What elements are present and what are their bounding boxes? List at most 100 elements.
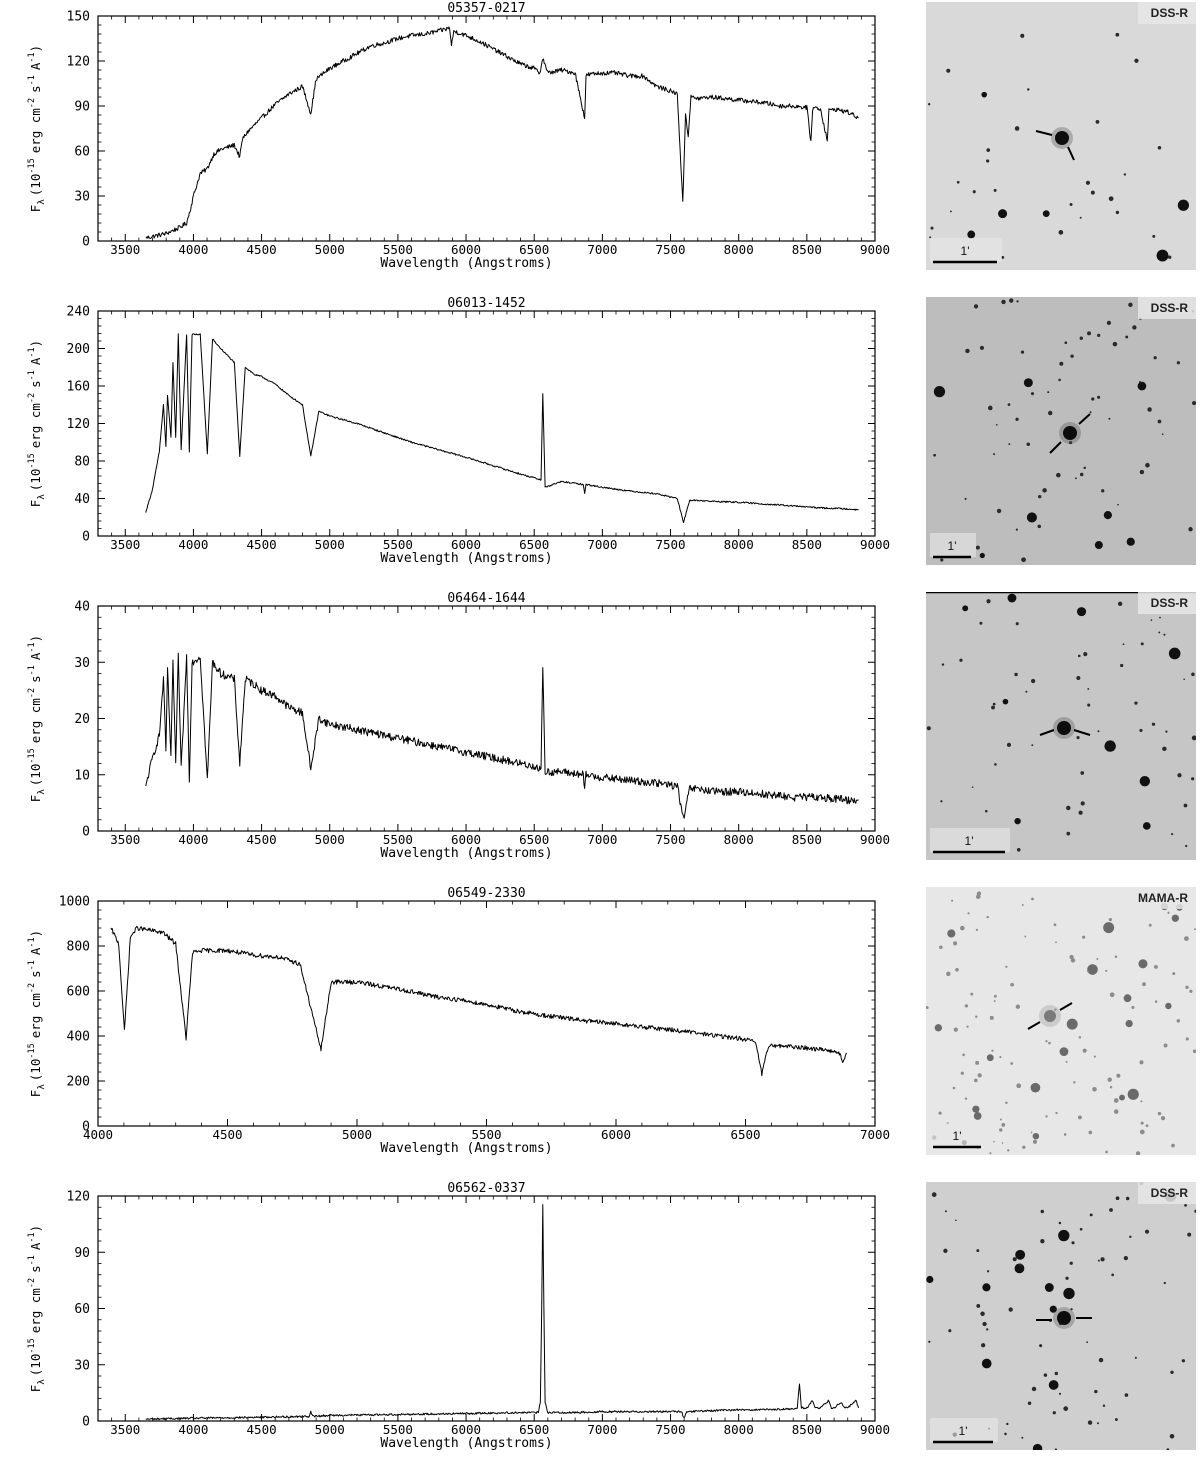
star bbox=[1043, 1373, 1048, 1377]
star bbox=[986, 599, 991, 604]
star bbox=[1188, 527, 1193, 532]
x-tick-label: 9000 bbox=[860, 537, 890, 552]
star bbox=[999, 1118, 1002, 1121]
star bbox=[1058, 378, 1061, 382]
y-label-part-A: A bbox=[28, 947, 43, 955]
y-label-part-f: F bbox=[28, 1385, 43, 1393]
star bbox=[982, 1321, 987, 1327]
y-label-part-open: (10 bbox=[28, 174, 43, 197]
scale-bar-label: 1' bbox=[959, 1424, 968, 1438]
star bbox=[1044, 1283, 1054, 1292]
x-tick-label: 4500 bbox=[247, 832, 277, 847]
star bbox=[993, 453, 996, 456]
x-tick-label: 5000 bbox=[315, 537, 345, 552]
star bbox=[1086, 1341, 1089, 1344]
star bbox=[1032, 1132, 1040, 1140]
y-tick-label: 200 bbox=[67, 1075, 90, 1090]
star bbox=[1070, 1308, 1073, 1311]
star bbox=[1147, 407, 1152, 412]
spectrum-line bbox=[145, 652, 859, 819]
star bbox=[1107, 1077, 1112, 1082]
target-marker-tick bbox=[1027, 1021, 1041, 1030]
star bbox=[1007, 593, 1017, 603]
target-star bbox=[1055, 131, 1069, 145]
star bbox=[1037, 524, 1042, 529]
star bbox=[1162, 746, 1167, 752]
star bbox=[1192, 1049, 1196, 1054]
survey-label: DSS-R bbox=[1151, 301, 1189, 315]
star bbox=[1042, 488, 1047, 493]
star bbox=[955, 967, 959, 972]
star bbox=[1016, 300, 1019, 303]
star bbox=[1068, 440, 1073, 445]
star bbox=[1087, 703, 1091, 707]
star bbox=[1020, 350, 1025, 354]
star bbox=[979, 345, 984, 350]
star bbox=[1031, 897, 1034, 901]
x-axis-label: Wavelength (Angstroms) bbox=[380, 1436, 552, 1451]
star bbox=[1115, 1196, 1120, 1201]
star bbox=[1153, 356, 1157, 360]
chart-title: 06562-0337 bbox=[447, 1181, 525, 1196]
y-tick-label: 30 bbox=[74, 190, 90, 205]
x-tick-label: 6500 bbox=[519, 242, 549, 257]
survey-label-box bbox=[1138, 297, 1196, 319]
star bbox=[1152, 234, 1156, 238]
star bbox=[949, 210, 952, 213]
star bbox=[980, 1311, 985, 1317]
star bbox=[940, 558, 944, 562]
star bbox=[1040, 1239, 1045, 1244]
star bbox=[964, 1004, 969, 1008]
y-label-part-e2: -2 bbox=[27, 98, 37, 108]
star bbox=[1183, 803, 1188, 808]
star bbox=[1090, 190, 1095, 195]
x-tick-label: 8500 bbox=[792, 1422, 822, 1437]
star bbox=[1032, 1139, 1037, 1144]
star bbox=[926, 1275, 934, 1284]
survey-label-box bbox=[1138, 2, 1196, 24]
y-axis-label: Fλ(10-15erg cm-2s-1A-1) bbox=[27, 45, 47, 212]
star bbox=[1010, 1062, 1014, 1065]
star bbox=[1134, 1356, 1137, 1359]
star bbox=[1059, 1047, 1069, 1057]
spectrum-chart-4: 06549-2330 4000 4500 5000 5500 6000 6500 7000 0 2… bbox=[27, 886, 890, 1156]
star bbox=[1101, 489, 1105, 493]
star bbox=[962, 1053, 965, 1057]
star bbox=[1139, 1129, 1145, 1135]
star bbox=[1063, 1287, 1075, 1300]
star bbox=[1148, 923, 1152, 927]
star bbox=[999, 1056, 1002, 1059]
star bbox=[1063, 1133, 1067, 1136]
star bbox=[964, 1097, 968, 1100]
star bbox=[1134, 701, 1138, 705]
star bbox=[1031, 1386, 1037, 1392]
y-label-part-close: ) bbox=[28, 930, 43, 938]
star bbox=[1007, 403, 1011, 407]
star bbox=[930, 226, 934, 230]
star bbox=[1125, 1019, 1133, 1028]
star bbox=[1097, 730, 1100, 733]
y-label-part-close: ) bbox=[28, 1225, 43, 1233]
star bbox=[1087, 964, 1098, 975]
star bbox=[1125, 1196, 1130, 1201]
star bbox=[1091, 397, 1095, 401]
star bbox=[1066, 1018, 1078, 1030]
star bbox=[1102, 1404, 1106, 1407]
star bbox=[1058, 1229, 1070, 1242]
star bbox=[1096, 958, 1099, 961]
star bbox=[1040, 1209, 1045, 1214]
star bbox=[991, 1049, 994, 1052]
star bbox=[1026, 512, 1037, 523]
target-marker-tick bbox=[1073, 729, 1091, 736]
x-tick-label: 6000 bbox=[451, 537, 481, 552]
scale-bar-box bbox=[930, 1123, 986, 1147]
star bbox=[1027, 88, 1030, 91]
y-label-part-e1b: -1 bbox=[27, 937, 37, 947]
star bbox=[979, 621, 983, 625]
x-tick-label: 7000 bbox=[587, 832, 617, 847]
star bbox=[1185, 985, 1189, 990]
y-tick-label: 120 bbox=[67, 1190, 90, 1205]
star bbox=[1181, 1359, 1186, 1363]
x-tick-label: 9000 bbox=[860, 242, 890, 257]
star bbox=[1066, 805, 1071, 811]
